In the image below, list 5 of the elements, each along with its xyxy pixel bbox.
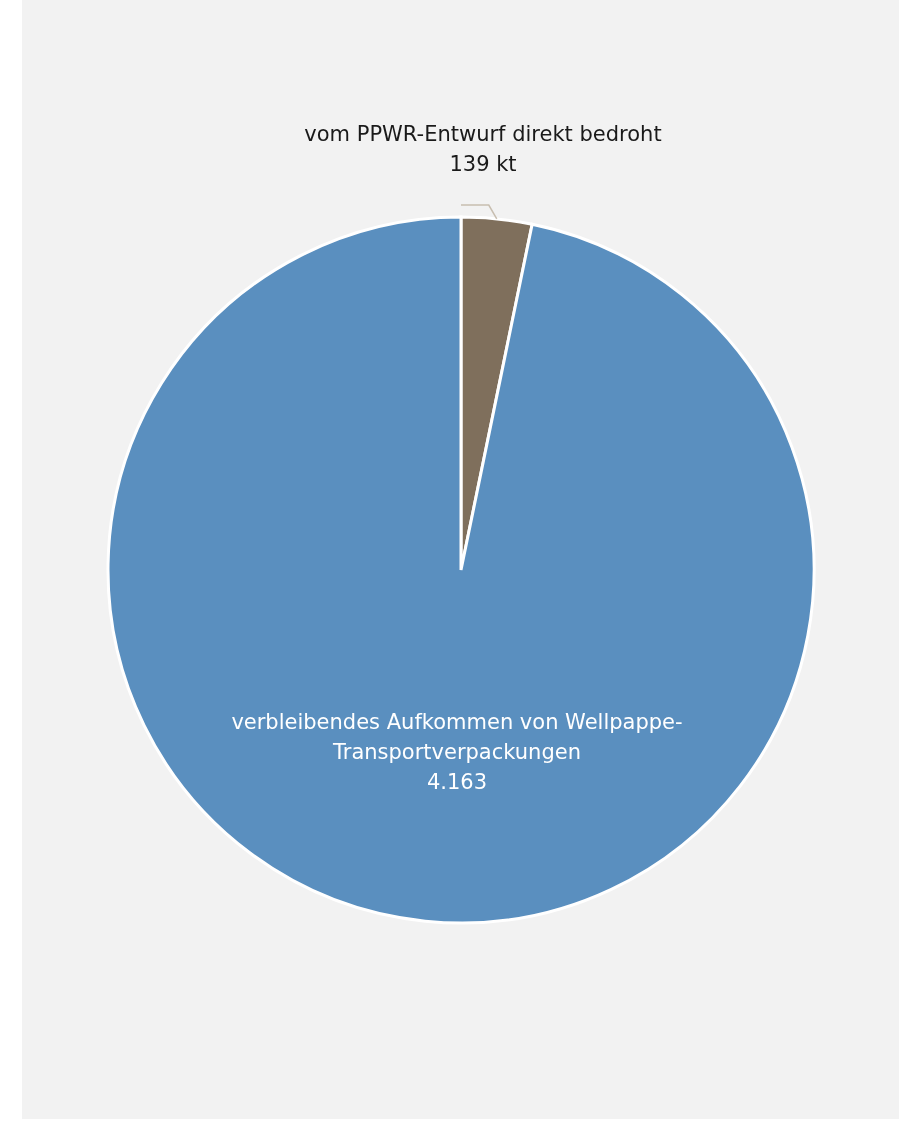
pie-slice: [106, 215, 815, 925]
data-label: 139 kt: [449, 152, 517, 176]
slice-label: verbleibendes Aufkommen von Wellpappe-Transportverpackungen: [231, 709, 683, 764]
slice-label: vom PPWR-Entwurf direkt bedroht: [304, 122, 662, 146]
data-label: 4.163: [426, 769, 488, 794]
